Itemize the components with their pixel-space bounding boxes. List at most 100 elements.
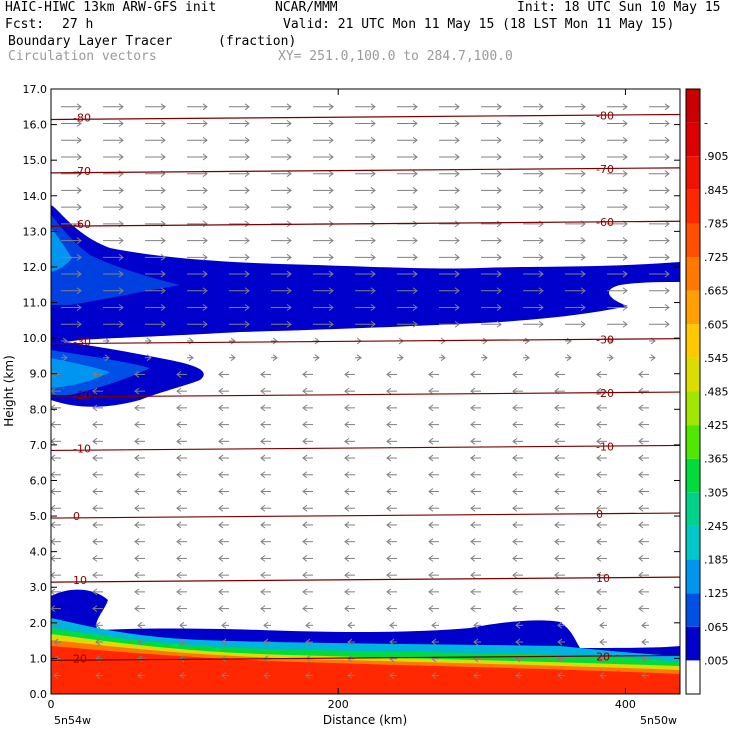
wind-vector-head — [664, 120, 670, 127]
wind-vector-head — [95, 672, 101, 679]
y-tick-label: 16.0 — [23, 119, 48, 132]
colorbar-label: .545 — [704, 352, 729, 365]
field-units: (fraction) — [218, 34, 297, 49]
wind-vector-head — [622, 136, 628, 144]
wind-vector-head — [454, 287, 460, 295]
wind-vector-head — [344, 538, 350, 546]
midlevel-plume-core — [51, 358, 110, 388]
wind-vector-head — [302, 454, 308, 462]
wind-vector-head — [92, 421, 98, 428]
wind-vector-head — [580, 103, 586, 111]
wind-vector-head — [305, 672, 311, 679]
x-tick-label: 200 — [328, 698, 349, 711]
wind-vector-head — [218, 371, 224, 378]
wind-vector-head — [160, 120, 166, 127]
wind-vector-head — [92, 387, 98, 395]
wind-vector-head — [538, 270, 544, 278]
temperature-contour — [51, 576, 680, 583]
wind-vector-head — [305, 638, 311, 646]
wind-vector-head — [344, 421, 350, 428]
wind-vector-head — [664, 270, 670, 278]
wind-vector-head — [580, 120, 586, 127]
wind-vector-head — [230, 354, 236, 362]
wind-vector-head — [638, 521, 644, 529]
wind-vector-head — [92, 504, 98, 512]
wind-vector-head — [538, 287, 544, 295]
wind-vector-head — [524, 337, 530, 345]
wind-vector-head — [118, 320, 124, 328]
wind-vector-head — [302, 387, 308, 395]
wind-vector-head — [314, 354, 320, 362]
wind-vector-head — [554, 588, 560, 596]
wind-vector-head — [664, 203, 670, 211]
wind-vector-head — [202, 237, 208, 245]
wind-vector-head — [92, 538, 98, 546]
colorbar-swatch — [686, 324, 700, 358]
y-tick-label: 14.0 — [23, 190, 48, 203]
wind-vector-head — [51, 387, 56, 395]
wind-vector-head — [53, 672, 59, 679]
wind-vector-head — [272, 337, 278, 345]
contour-label: -60 — [73, 218, 91, 231]
wind-vector-head — [608, 354, 614, 362]
colorbar-swatch — [686, 593, 700, 627]
wind-vector-head — [512, 571, 518, 579]
wind-vector-head — [386, 571, 392, 579]
wind-vector-head — [160, 304, 166, 311]
wind-vector-head — [176, 404, 182, 412]
wind-vector-head — [260, 605, 266, 612]
wind-vector-head — [386, 588, 392, 596]
wind-vector-head — [134, 471, 140, 479]
wind-vector-head — [221, 672, 227, 679]
y-tick-label: 13.0 — [23, 225, 48, 238]
wind-vector-head — [580, 320, 586, 328]
wind-vector-head — [179, 655, 185, 663]
wind-vector-head — [515, 638, 521, 646]
wind-vector-head — [328, 320, 334, 328]
wind-vector-head — [596, 437, 602, 445]
temperature-contour — [51, 338, 680, 345]
wind-vector-head — [286, 253, 292, 261]
wind-vector-head — [638, 454, 644, 462]
wind-vector-head — [638, 437, 644, 445]
wind-vector-head — [554, 471, 560, 479]
wind-vector-head — [272, 354, 278, 362]
wind-vector-head — [160, 153, 166, 161]
wind-vector-head — [202, 153, 208, 161]
wind-vector-head — [389, 621, 395, 629]
wind-vector-head — [428, 588, 434, 596]
wind-vector-head — [470, 437, 476, 445]
wind-vector-head — [454, 120, 460, 127]
wind-vector-head — [344, 371, 350, 378]
colorbar-swatch — [686, 156, 700, 190]
wind-vector-head — [512, 421, 518, 428]
wind-vector-head — [134, 488, 140, 495]
colorbar-label: .245 — [704, 520, 729, 533]
contour-label: 10 — [73, 574, 87, 587]
wind-vector-head — [92, 454, 98, 462]
wind-vector-head — [176, 488, 182, 495]
wind-vector-head — [512, 488, 518, 495]
colorbar-swatch — [686, 89, 700, 123]
wind-vector-head — [118, 203, 124, 211]
wind-vector-head — [176, 588, 182, 596]
colorbar-label: .425 — [704, 419, 729, 432]
wind-vector-head — [496, 253, 502, 261]
wind-vector-head — [386, 521, 392, 529]
model-title: HAIC-HIWC 13km ARW-GFS init — [5, 0, 217, 15]
wind-vector-head — [386, 371, 392, 378]
wind-vector-head — [302, 605, 308, 612]
wind-vector-head — [328, 170, 334, 178]
wind-vector-head — [286, 270, 292, 278]
wind-vector-head — [344, 605, 350, 612]
wind-vector-head — [622, 153, 628, 161]
wind-vector-head — [473, 621, 479, 629]
wind-vector-head — [622, 320, 628, 328]
colorbar-label: - — [704, 117, 708, 130]
wind-vector-head — [664, 103, 670, 111]
colorbar-label: .365 — [704, 453, 729, 466]
wind-vector-head — [76, 170, 82, 178]
wind-vector-head — [496, 270, 502, 278]
wind-vector-head — [473, 672, 479, 679]
